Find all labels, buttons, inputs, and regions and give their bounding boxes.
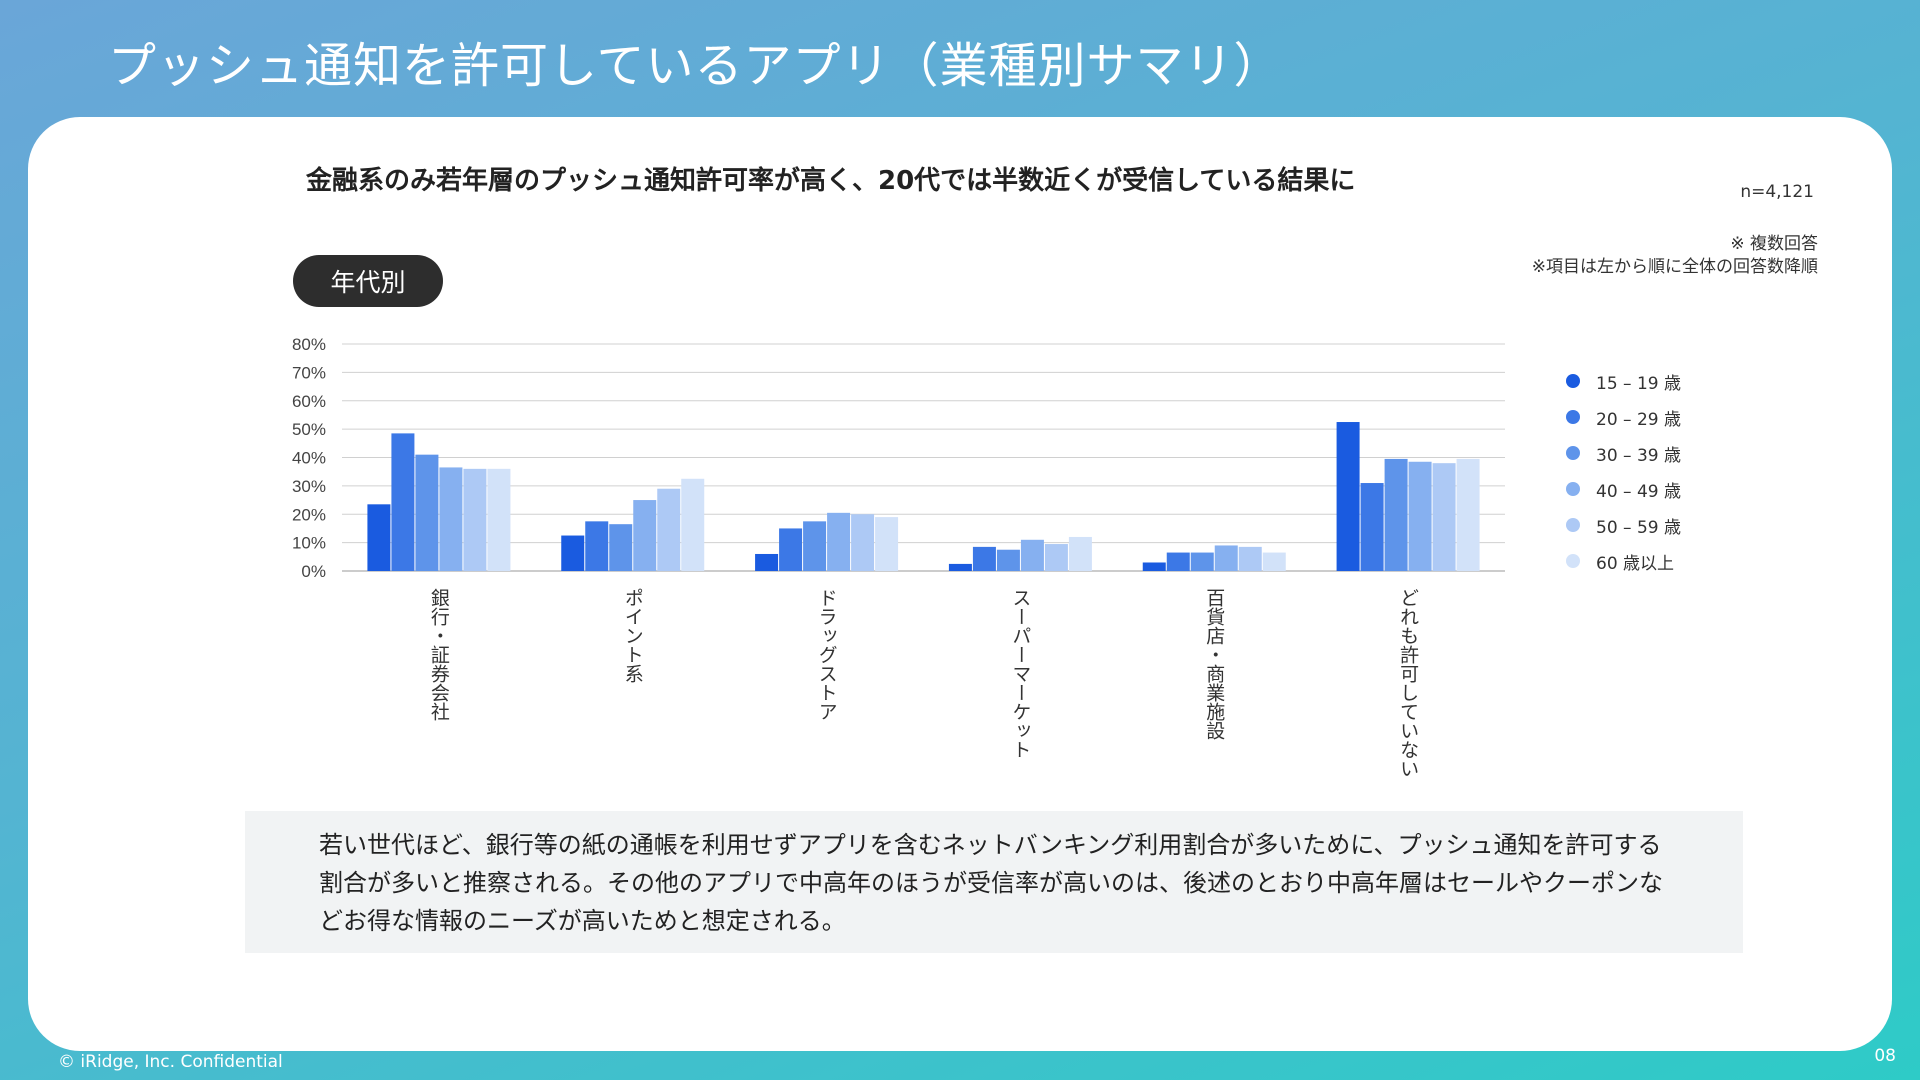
bar: [439, 467, 463, 571]
bar: [1262, 552, 1286, 571]
x-category-label: 銀行・証券会社: [428, 588, 450, 721]
bar: [827, 512, 851, 571]
bar: [1068, 536, 1092, 571]
bar: [1238, 546, 1262, 571]
legend-swatch: [1566, 518, 1580, 532]
bar: [779, 528, 803, 571]
bar-chart: 0% 10% 20% 30% 40% 50% 60% 70% 80% 銀行・証券会社 ポイント系 ドラ…: [292, 335, 1505, 778]
chart-headline: 金融系のみ若年層のプッシュ通知許可率が高く、20代では半数近くが受信している結果…: [306, 166, 1356, 196]
summary-box: 若い世代ほど、銀行等の紙の通帳を利用せずアプリを含むネットバンキング利用割合が多…: [245, 811, 1743, 953]
bar: [585, 521, 609, 571]
bars: [367, 422, 1480, 571]
bar: [1432, 463, 1456, 571]
bar: [463, 468, 487, 571]
slide-title: プッシュ通知を許可しているアプリ（業種別サマリ）: [108, 38, 1283, 94]
bar: [948, 563, 972, 571]
legend-swatch: [1566, 446, 1580, 460]
bar: [1020, 539, 1044, 571]
legend-item: 15 – 19 歳: [1566, 363, 1681, 399]
bar: [1456, 458, 1480, 571]
legend-swatch: [1566, 554, 1580, 568]
bar: [851, 514, 875, 571]
bar: [803, 521, 827, 571]
y-tick-label: 80%: [292, 335, 326, 354]
bar: [1214, 545, 1238, 571]
bar: [633, 500, 657, 571]
x-category-label: ドラッグストア: [816, 588, 838, 721]
bar: [561, 535, 585, 571]
bar: [755, 553, 779, 571]
legend-label: 30 – 39 歳: [1596, 445, 1681, 466]
grid-lines: [342, 343, 1505, 572]
segment-pill: 年代別: [293, 255, 443, 307]
legend-item: 60 歳以上: [1566, 543, 1681, 579]
legend-swatch: [1566, 410, 1580, 424]
bar: [1190, 552, 1214, 571]
y-tick-label: 20%: [292, 505, 326, 524]
note-item-order: ※項目は左から順に全体の回答数降順: [1531, 257, 1818, 277]
summary-text: 若い世代ほど、銀行等の紙の通帳を利用せずアプリを含むネットバンキング利用割合が多…: [319, 831, 1663, 935]
legend-label: 40 – 49 歳: [1596, 481, 1681, 502]
bar: [996, 549, 1020, 571]
y-tick-label: 70%: [292, 363, 326, 382]
bar: [415, 454, 439, 571]
x-category-label: 百貨店・商業施設: [1203, 588, 1225, 740]
bar: [1044, 544, 1068, 571]
page-number: 08: [1874, 1046, 1896, 1066]
copyright: © iRidge, Inc. Confidential: [58, 1052, 283, 1072]
bar: [1336, 422, 1360, 571]
legend-swatch: [1566, 374, 1580, 388]
legend-item: 30 – 39 歳: [1566, 435, 1681, 471]
axis-labels: 0% 10% 20% 30% 40% 50% 60% 70% 80% 銀行・証券会社 ポイント系 ドラ…: [292, 335, 1419, 778]
bar: [1360, 483, 1384, 571]
bar: [657, 488, 681, 571]
y-tick-label: 50%: [292, 420, 326, 439]
y-tick-label: 60%: [292, 392, 326, 411]
bar: [609, 524, 633, 571]
bar: [1408, 461, 1432, 571]
y-tick-label: 40%: [292, 449, 326, 468]
bar: [391, 433, 415, 571]
y-tick-label: 30%: [292, 477, 326, 496]
legend-label: 60 歳以上: [1596, 553, 1675, 574]
bar: [1166, 552, 1190, 571]
bar: [1142, 562, 1166, 571]
note-multiple-answers: ※ 複数回答: [1730, 234, 1818, 254]
bar: [1384, 458, 1408, 571]
chart-legend: 15 – 19 歳 20 – 29 歳 30 – 39 歳 40 – 49 歳 50 –…: [1566, 363, 1681, 579]
x-category-label: どれも許可していない: [1397, 588, 1419, 778]
sample-size: n=4,121: [1740, 182, 1814, 202]
legend-item: 40 – 49 歳: [1566, 471, 1681, 507]
legend-label: 15 – 19 歳: [1596, 373, 1681, 394]
x-category-label: スーパーマーケット: [1009, 588, 1031, 759]
x-category-label: ポイント系: [622, 588, 644, 683]
legend-label: 50 – 59 歳: [1596, 517, 1681, 538]
bar: [681, 478, 705, 571]
bar: [487, 468, 511, 571]
legend-item: 50 – 59 歳: [1566, 507, 1681, 543]
legend-item: 20 – 29 歳: [1566, 399, 1681, 435]
y-tick-label: 10%: [292, 534, 326, 553]
y-tick-label: 0%: [301, 562, 326, 581]
legend-label: 20 – 29 歳: [1596, 409, 1681, 430]
legend-swatch: [1566, 482, 1580, 496]
bar: [367, 504, 391, 571]
bar: [875, 517, 899, 571]
bar: [972, 546, 996, 571]
